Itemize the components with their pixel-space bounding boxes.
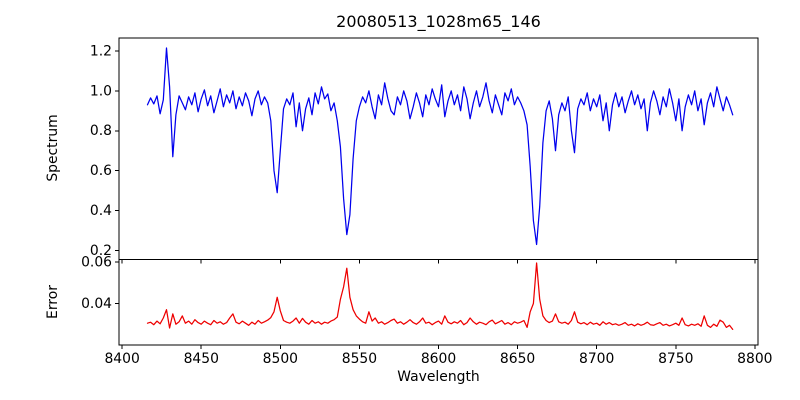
y-tick-label: 0.6 [90, 163, 112, 179]
x-tick-label: 8450 [184, 351, 219, 367]
figure-title: 20080513_1028m65_146 [336, 12, 541, 32]
spectrum-y-axis-label: Spectrum [45, 114, 61, 181]
plot-layer: 0.2 0.4 0.6 0.8 1.0 1.2 0.04 0.06 8400 8450 8500 85… [81, 37, 773, 367]
x-tick-label: 8550 [342, 351, 377, 367]
error-y-axis-label: Error [45, 285, 61, 319]
x-tick-label: 8800 [737, 351, 772, 367]
y-tick-label: 0.4 [90, 203, 112, 219]
spectrum-data-line [146, 47, 734, 246]
x-tick-label: 8600 [421, 351, 456, 367]
y-tick-label: 0.04 [81, 296, 112, 312]
spectrum-panel-frame [118, 37, 759, 260]
error-data-line [146, 262, 734, 331]
error-panel-frame [118, 259, 759, 346]
x-tick-label: 8650 [500, 351, 535, 367]
y-tick-label: 1.0 [90, 83, 112, 99]
y-tick-label: 0.06 [81, 254, 112, 270]
x-tick-label: 8500 [263, 351, 298, 367]
y-tick-label: 0.8 [90, 123, 112, 139]
x-axis-label: Wavelength [397, 369, 479, 385]
x-tick-label: 8750 [658, 351, 693, 367]
y-tick-label: 0.2 [90, 243, 112, 259]
y-tick-label: 1.2 [90, 43, 112, 59]
x-tick-label: 8400 [104, 351, 139, 367]
x-tick-label: 8700 [579, 351, 614, 367]
